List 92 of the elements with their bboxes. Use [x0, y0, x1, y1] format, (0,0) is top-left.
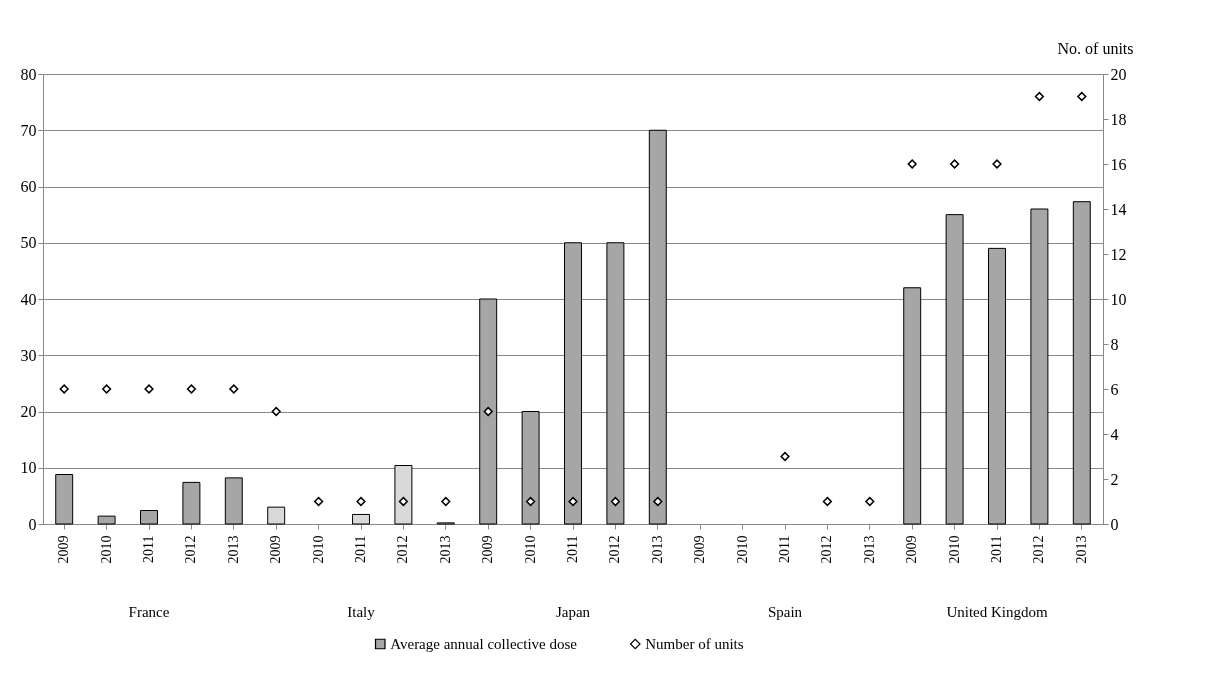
point	[610, 496, 621, 507]
bar	[97, 515, 116, 525]
x-tick-label: 2012	[607, 535, 623, 564]
point	[271, 406, 281, 417]
y2-tick-label: 14	[1110, 200, 1127, 218]
y2-tick-label: 8	[1110, 335, 1119, 353]
x-tick-label: 2009	[56, 535, 72, 564]
legend-label: Number of units	[645, 636, 744, 652]
bar	[55, 474, 74, 525]
y2-tick-label: 0	[1110, 515, 1119, 533]
x-tick-label: 2012	[395, 535, 411, 564]
bar	[648, 129, 667, 525]
point	[653, 496, 663, 507]
x-tick-label: 2009	[904, 535, 920, 564]
point	[568, 496, 578, 507]
x-tick-label: 2011	[565, 535, 580, 563]
bar	[352, 513, 370, 525]
x-tick-label: 2012	[183, 535, 199, 564]
y2-tick-label: 12	[1110, 245, 1127, 263]
point	[822, 496, 833, 507]
point	[483, 406, 493, 417]
bar	[479, 298, 498, 525]
bar	[903, 287, 922, 525]
point	[229, 384, 239, 394]
x-tick-label: 2010	[946, 535, 962, 564]
x-tick-label: 2010	[734, 535, 750, 564]
x-tick-label: 2012	[1031, 535, 1047, 564]
point	[865, 496, 875, 507]
y2-tick-label: 20	[1110, 65, 1127, 83]
legend-label: Average annual collective dose	[390, 636, 578, 652]
point	[1077, 91, 1087, 102]
y2-tick-label: 16	[1110, 155, 1127, 173]
bar	[564, 242, 582, 525]
y-tick-label: 40	[20, 290, 37, 308]
x-tick-label: 2013	[1073, 535, 1089, 564]
x-tick-label: 2013	[225, 535, 241, 564]
x-tick-label: 2011	[777, 535, 792, 563]
y-tick-label: 0	[28, 515, 37, 533]
y-tick-label: 50	[20, 234, 37, 252]
x-tick-label: 2009	[480, 535, 496, 564]
point	[949, 159, 960, 169]
x-tick-label: 2012	[819, 535, 835, 564]
point	[907, 159, 917, 169]
point	[780, 451, 790, 462]
y2-tick-label: 6	[1110, 380, 1119, 398]
point	[59, 384, 69, 394]
text: United Kingdom	[946, 604, 1048, 620]
point	[441, 496, 451, 507]
x-tick-label: 2011	[141, 535, 156, 563]
bar	[1030, 208, 1049, 525]
x-tick-label: 2010	[310, 535, 326, 564]
y2-tick-label: 10	[1110, 290, 1127, 308]
x-tick-label: 2009	[692, 535, 708, 564]
point	[101, 384, 112, 394]
y-tick-label: 10	[20, 459, 37, 477]
x-tick-label: 2013	[437, 535, 453, 564]
text: Italy	[347, 604, 376, 620]
x-tick-label: 2011	[353, 535, 368, 563]
y-tick-label: 20	[20, 403, 37, 420]
point	[356, 496, 366, 507]
point	[398, 496, 409, 507]
y2-tick-label: 2	[1110, 470, 1119, 488]
text: France	[128, 604, 170, 620]
bar	[224, 477, 243, 525]
y-tick-label: 30	[20, 346, 37, 364]
x-tick-label: 2011	[989, 535, 1004, 563]
point	[313, 496, 324, 507]
bar	[521, 411, 540, 525]
y2-axis-title: No. of units	[1057, 39, 1134, 57]
x-tick-label: 2010	[522, 535, 538, 564]
point	[186, 384, 197, 394]
text: Spain	[767, 604, 803, 620]
point	[1034, 91, 1045, 102]
bar	[394, 465, 413, 525]
y-tick-label: 80	[20, 65, 37, 83]
text: Japan	[555, 604, 591, 620]
y-tick-label: 70	[20, 121, 37, 139]
x-tick-label: 2009	[268, 535, 284, 564]
x-tick-label: 2013	[649, 535, 665, 564]
bar	[606, 242, 625, 525]
bar	[140, 510, 158, 525]
bar	[1072, 201, 1091, 525]
x-tick-label: 2010	[98, 535, 114, 564]
bar	[988, 247, 1006, 525]
y2-tick-label: 18	[1110, 110, 1127, 128]
bar	[267, 506, 286, 525]
point	[525, 496, 536, 507]
y2-tick-label: 4	[1110, 425, 1119, 443]
y-tick-label: 60	[20, 178, 37, 195]
bar	[182, 481, 201, 525]
x-tick-label: 2013	[861, 535, 877, 564]
bar	[945, 214, 964, 525]
